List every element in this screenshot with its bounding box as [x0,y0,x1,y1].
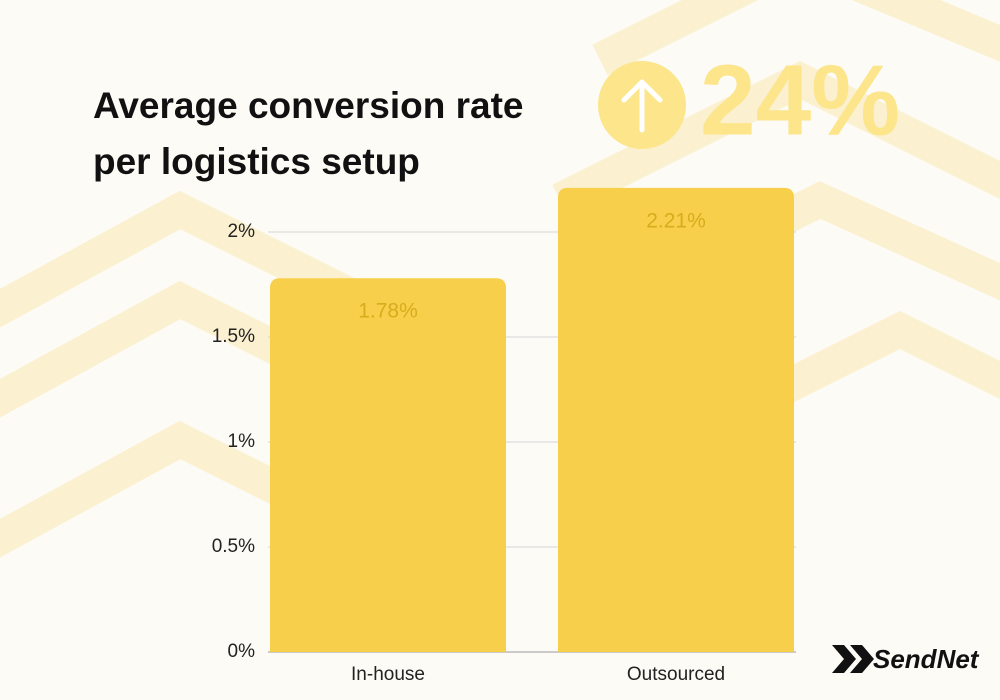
y-tick-label: 1.5% [212,326,255,347]
chart-title: Average conversion rate per logistics se… [93,85,524,182]
value-label: 2.21% [646,209,706,232]
up-arrow [621,79,663,133]
bar [558,187,794,652]
x-tick-label: Outsourced [627,664,725,685]
y-tick-label: 0% [228,641,256,662]
background-pattern [0,0,1000,576]
value-label: 1.78% [358,300,418,323]
brand-icon [832,645,874,673]
bar [270,278,506,652]
brand: SendNet [873,644,980,674]
annotation: 24% [700,44,900,156]
y-tick-label: 0.5% [212,536,255,557]
y-tick-label: 1% [228,431,256,452]
y-tick-label: 2% [228,221,256,242]
x-tick-label: In-house [351,664,425,685]
